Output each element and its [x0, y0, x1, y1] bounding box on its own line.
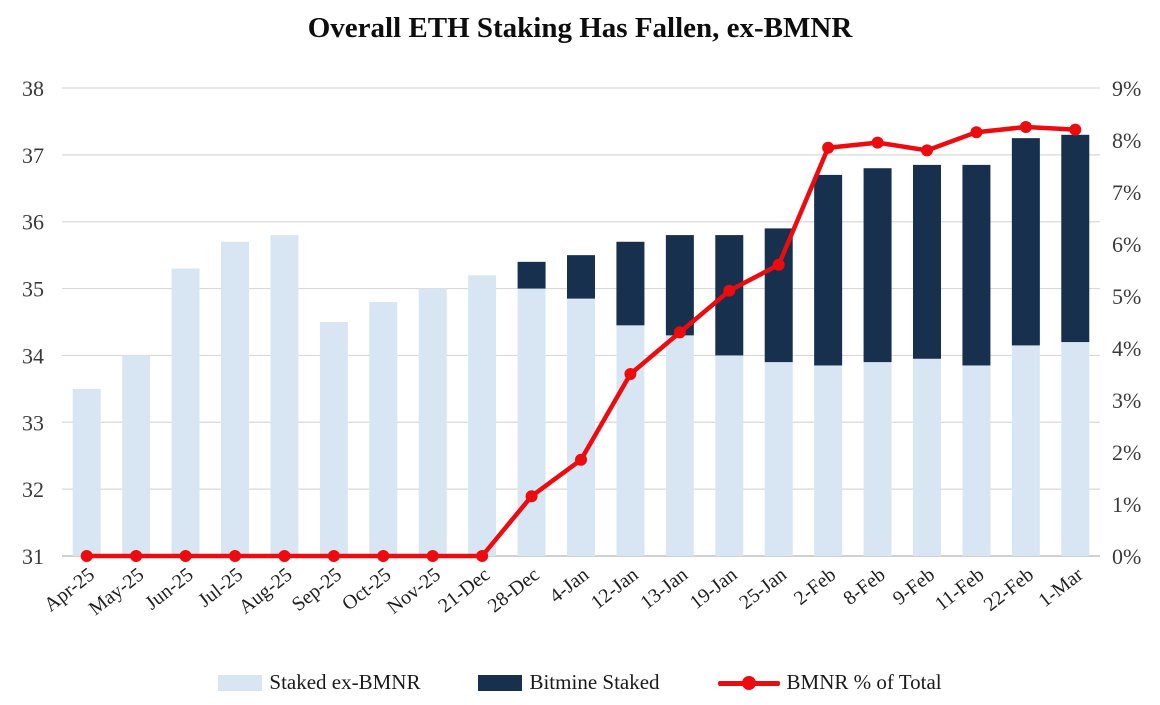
- line-data-point: [921, 144, 933, 157]
- svg-text:37: 37: [22, 143, 44, 168]
- line-bmnr-pct-of-total: [80, 121, 1082, 562]
- svg-text:5%: 5%: [1112, 284, 1141, 309]
- x-axis-label: 9-Feb: [889, 564, 939, 610]
- x-axis-label: 8-Feb: [839, 564, 889, 610]
- x-axis-labels: Apr-25May-25Jun-25Jul-25Aug-25Sep-25Oct-…: [40, 563, 1088, 620]
- bars-staked-ex-bmnr: [72, 235, 1090, 557]
- legend-item-bitmine-staked: Bitmine Staked: [478, 670, 660, 695]
- bitmine-staked-swatch-icon: [478, 674, 523, 691]
- svg-text:38: 38: [22, 76, 44, 101]
- svg-text:4%: 4%: [1112, 336, 1141, 361]
- line-data-point: [822, 141, 835, 154]
- svg-text:7%: 7%: [1112, 180, 1141, 205]
- x-axis-label: Jun-25: [141, 564, 197, 615]
- x-axis-label: 22-Feb: [980, 564, 1038, 616]
- line-data-point: [278, 550, 291, 562]
- x-axis-label: Aug-25: [235, 564, 297, 619]
- line-data-point: [624, 368, 637, 380]
- svg-text:6%: 6%: [1112, 232, 1141, 257]
- x-axis-label: Nov-25: [383, 564, 445, 619]
- svg-text:3%: 3%: [1112, 388, 1141, 413]
- line-data-point: [179, 550, 192, 562]
- svg-text:33: 33: [22, 410, 44, 435]
- x-axis-label: 21-Dec: [434, 564, 494, 618]
- svg-text:2%: 2%: [1112, 440, 1141, 465]
- legend-label-bitmine-staked: Bitmine Staked: [529, 670, 660, 694]
- line-data-point: [970, 126, 983, 139]
- x-axis-label: 25-Jan: [735, 564, 791, 614]
- chart-title: Overall ETH Staking Has Fallen, ex-BMNR: [307, 12, 853, 44]
- bmnr-line-marker-icon: [717, 675, 780, 690]
- line-data-point: [1019, 121, 1032, 133]
- x-axis-label: 4-Jan: [545, 564, 593, 608]
- line-data-point: [723, 284, 736, 297]
- x-axis-label: 28-Dec: [484, 564, 544, 618]
- svg-text:35: 35: [22, 277, 44, 302]
- svg-text:36: 36: [22, 210, 44, 235]
- line-data-point: [476, 550, 489, 562]
- line-data-point: [871, 136, 884, 149]
- legend-label-staked-ex-bmnr: Staked ex-BMNR: [269, 670, 421, 694]
- line-data-point: [327, 550, 340, 562]
- svg-text:31: 31: [22, 544, 44, 569]
- line-data-point: [525, 490, 538, 503]
- line-data-point: [673, 326, 686, 339]
- line-data-point: [229, 550, 241, 562]
- x-axis-label: 19-Jan: [686, 564, 742, 614]
- line-data-point: [1069, 123, 1082, 136]
- line-data-point: [80, 550, 93, 562]
- x-axis-label: 1-Mar: [1034, 563, 1087, 611]
- staked-ex-bmnr-swatch-icon: [218, 674, 263, 691]
- svg-text:34: 34: [22, 343, 44, 368]
- legend-item-staked-ex-bmnr: Staked ex-BMNR: [218, 670, 420, 695]
- right-axis-tick-labels: 9% 8% 7% 6% 5% 4% 3% 2% 1% 0%: [1112, 76, 1141, 569]
- x-axis-label: 13-Jan: [636, 564, 692, 614]
- svg-text:9%: 9%: [1112, 76, 1141, 101]
- legend: Staked ex-BMNR Bitmine Staked BMNR % of …: [0, 670, 1160, 695]
- line-data-point: [377, 550, 390, 562]
- svg-text:1%: 1%: [1112, 492, 1141, 517]
- left-axis-tick-labels: 38 37 36 35 34 33 32 31: [22, 76, 44, 569]
- line-data-point: [426, 550, 439, 562]
- x-axis-label: 2-Feb: [790, 564, 840, 610]
- line-data-point: [130, 550, 143, 562]
- legend-label-bmnr-pct: BMNR % of Total: [786, 670, 942, 694]
- svg-text:0%: 0%: [1112, 544, 1141, 569]
- x-axis-label: Sep-25: [288, 564, 346, 616]
- svg-text:8%: 8%: [1112, 128, 1141, 153]
- bmnr-line-dot: [741, 675, 756, 690]
- legend-item-bmnr-pct: BMNR % of Total: [717, 670, 942, 695]
- line-data-point: [772, 258, 785, 271]
- x-axis-label: 11-Feb: [931, 564, 989, 616]
- bars-bitmine-staked: [517, 134, 1090, 366]
- x-axis-label: 12-Jan: [587, 564, 643, 614]
- x-axis-label: May-25: [85, 564, 148, 620]
- svg-text:32: 32: [22, 477, 44, 502]
- line-data-point: [575, 453, 587, 466]
